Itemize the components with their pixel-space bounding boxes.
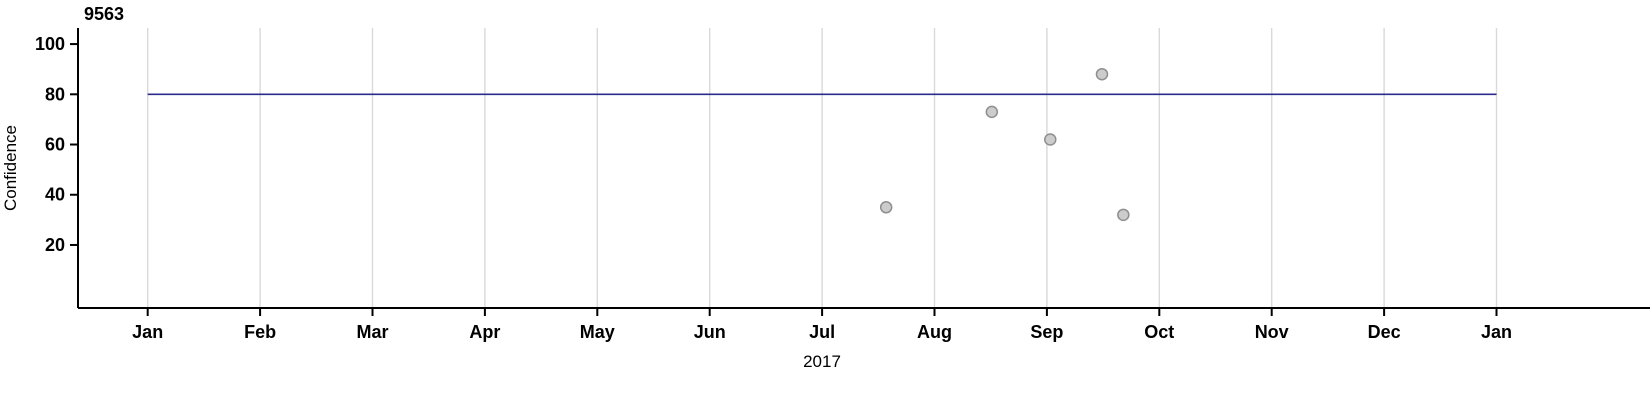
y-tick-label-3: 80 bbox=[45, 84, 65, 104]
axis-layer: Jan Feb Mar Apr May Jun Jul Aug Sep Oct Nov Dec Jan 2… bbox=[35, 28, 1650, 342]
x-tick-label-7: Aug bbox=[917, 322, 952, 342]
x-tick-label-8: Sep bbox=[1030, 322, 1063, 342]
data-point-1 bbox=[879, 201, 893, 214]
grid-layer bbox=[146, 28, 1498, 308]
y-axis-label: Confidence bbox=[1, 125, 20, 211]
y-tick-label-4: 100 bbox=[35, 34, 65, 54]
x-tick-label-1: Feb bbox=[244, 322, 276, 342]
x-tick-label-0: Jan bbox=[132, 322, 163, 342]
x-tick-label-6: Jul bbox=[809, 322, 835, 342]
x-tick-label-12: Jan bbox=[1481, 322, 1512, 342]
x-tick-label-10: Nov bbox=[1255, 322, 1289, 342]
x-tick-label-2: Mar bbox=[356, 322, 388, 342]
data-point-3 bbox=[1044, 133, 1057, 146]
x-tick-label-11: Dec bbox=[1368, 322, 1401, 342]
x-tick-label-3: Apr bbox=[469, 322, 500, 342]
data-layer bbox=[147, 67, 1497, 222]
chart-title: 9563 bbox=[84, 4, 124, 24]
y-tick-label-1: 40 bbox=[45, 185, 65, 205]
data-point-2 bbox=[985, 105, 999, 119]
x-tick-label-5: Jun bbox=[694, 322, 726, 342]
y-tick-label-0: 20 bbox=[45, 235, 65, 255]
y-tick-label-2: 60 bbox=[45, 135, 65, 155]
x-tick-label-9: Oct bbox=[1144, 322, 1174, 342]
data-point-4 bbox=[1095, 67, 1109, 81]
x-tick-label-4: May bbox=[580, 322, 615, 342]
data-point-5 bbox=[1117, 208, 1130, 222]
x-axis-label: 2017 bbox=[803, 352, 841, 371]
